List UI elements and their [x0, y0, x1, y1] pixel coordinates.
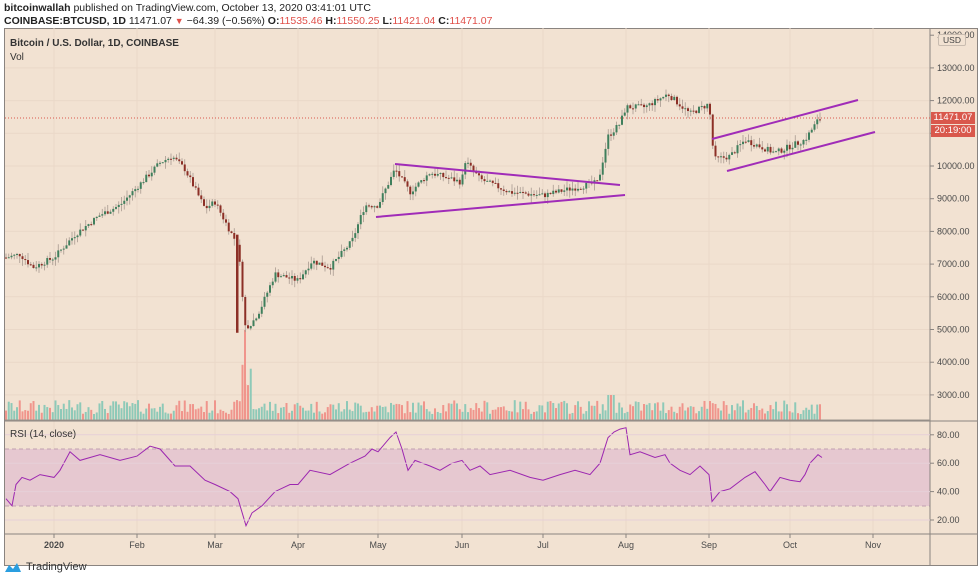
tradingview-logo-icon [5, 563, 21, 572]
close-value: 11471.07 [449, 15, 493, 27]
svg-text:13000.00: 13000.00 [937, 63, 975, 73]
trendlines[interactable] [375, 99, 876, 218]
bar-countdown-tag: 20:19:00 [931, 125, 975, 137]
svg-text:Jul: Jul [537, 540, 549, 550]
triangle-upper-trendline[interactable] [394, 163, 621, 186]
publish-line: bitcoinwallah published on TradingView.c… [4, 2, 492, 15]
rsi-label[interactable]: RSI (14, close) [10, 429, 77, 440]
channel-upper-trendline[interactable] [711, 99, 859, 140]
triangle-lower-trendline[interactable] [375, 194, 626, 218]
svg-text:6000.00: 6000.00 [937, 292, 970, 302]
svg-text:Oct: Oct [783, 540, 798, 550]
svg-text:Nov: Nov [865, 540, 882, 550]
candlesticks [5, 89, 821, 333]
svg-text:Feb: Feb [129, 540, 145, 550]
time-axis[interactable]: 2020 Feb Mar Apr May Jun Jul Aug Sep Oct Nov [44, 534, 882, 550]
footer-brand[interactable]: TradingView [26, 561, 87, 573]
volume-bars [5, 330, 821, 420]
down-arrow-icon: ▼ [174, 16, 184, 26]
svg-text:10000.00: 10000.00 [937, 161, 975, 171]
svg-text:12000.00: 12000.00 [937, 96, 975, 106]
open-label: O: [267, 15, 280, 27]
low-label: L: [382, 15, 393, 27]
footer: TradingView [4, 561, 87, 573]
rsi-axis[interactable]: 20.00 40.00 60.00 80.00 [5, 430, 960, 525]
svg-text:Apr: Apr [291, 540, 305, 550]
volume-label[interactable]: Vol [10, 52, 24, 63]
author-name[interactable]: bitcoinwallah [4, 2, 71, 14]
svg-text:3000.00: 3000.00 [937, 390, 970, 400]
low-value: 11421.04 [392, 15, 436, 27]
svg-text:80.00: 80.00 [937, 430, 960, 440]
open-value: 11535.46 [279, 15, 323, 27]
published-text: published on TradingView.com, October 13… [73, 2, 371, 14]
current-price-tag: 11471.07 [931, 112, 975, 124]
last-price: 11471.07 [128, 15, 172, 27]
rsi-line [5, 427, 823, 528]
svg-text:8000.00: 8000.00 [937, 226, 970, 236]
channel-lower-trendline[interactable] [726, 131, 876, 172]
high-value: 11550.25 [336, 15, 380, 27]
symbol-label: COINBASE:BTCUSD, 1D [4, 15, 126, 27]
currency-badge[interactable]: USD [938, 34, 966, 46]
ohlc-line: COINBASE:BTCUSD, 1D 11471.07 ▼ −64.39 (−… [4, 15, 492, 28]
svg-text:7000.00: 7000.00 [937, 259, 970, 269]
chart-legend: Bitcoin / U.S. Dollar, 1D, COINBASE Vol [10, 37, 179, 65]
close-label: C: [438, 15, 450, 27]
svg-text:Sep: Sep [701, 540, 717, 550]
svg-text:60.00: 60.00 [937, 458, 960, 468]
price-axis[interactable]: 3000.00 4000.00 5000.00 6000.00 7000.00 8000.… [930, 30, 975, 400]
rsi-band [5, 449, 930, 506]
svg-text:Mar: Mar [207, 540, 223, 550]
high-label: H: [325, 15, 337, 27]
price-change: −64.39 (−0.56%) [186, 15, 265, 27]
svg-text:40.00: 40.00 [937, 487, 960, 497]
svg-text:9000.00: 9000.00 [937, 194, 970, 204]
svg-text:2020: 2020 [44, 540, 64, 550]
svg-text:20.00: 20.00 [937, 515, 960, 525]
svg-text:Jun: Jun [455, 540, 470, 550]
svg-text:May: May [369, 540, 387, 550]
chart-title[interactable]: Bitcoin / U.S. Dollar, 1D, COINBASE [10, 38, 179, 49]
svg-text:Aug: Aug [618, 540, 634, 550]
publish-header: bitcoinwallah published on TradingView.c… [4, 2, 492, 28]
svg-text:4000.00: 4000.00 [937, 357, 970, 367]
svg-text:5000.00: 5000.00 [937, 325, 970, 335]
